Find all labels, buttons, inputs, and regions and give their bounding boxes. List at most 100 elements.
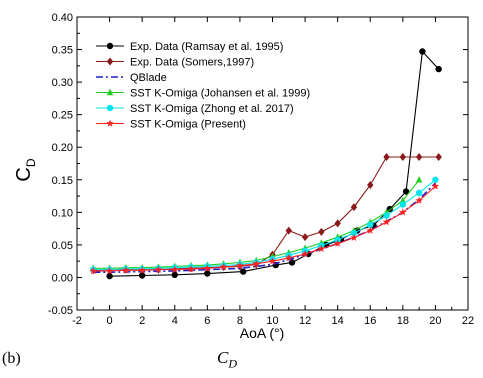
data-point xyxy=(122,266,130,274)
y-tick-label: 0.05 xyxy=(52,240,73,252)
data-point xyxy=(301,250,309,258)
x-tick-label: 22 xyxy=(462,315,474,327)
x-tick-label: 6 xyxy=(204,315,210,327)
legend-entry: Exp. Data (Ramsay et al. 1995) xyxy=(96,41,283,53)
legend-label: SST K-Omiga (Johansen et al. 1999) xyxy=(130,88,310,100)
data-point xyxy=(317,244,326,253)
y-tick-label: 0.35 xyxy=(52,45,73,57)
y-tick-label: -0.05 xyxy=(48,305,73,317)
data-point xyxy=(170,265,179,273)
data-point xyxy=(318,227,325,236)
data-point xyxy=(138,272,146,279)
data-point xyxy=(239,268,247,275)
data-point xyxy=(350,233,358,241)
x-tick-label: 0 xyxy=(107,315,113,327)
data-point xyxy=(402,188,410,195)
data-point xyxy=(435,65,442,73)
data-point xyxy=(367,221,374,228)
data-point xyxy=(334,219,341,228)
legend-label: QBlade xyxy=(130,72,167,84)
y-tick-label: 0.30 xyxy=(52,77,73,89)
data-point xyxy=(252,259,261,268)
x-tick-label: 4 xyxy=(172,315,178,327)
cd-chart: -2 0 2 4 6 8 10 12 14 16 18 20 22 -0.05 0.00 0.05 0.10 0.… xyxy=(13,12,474,341)
data-point xyxy=(89,266,98,275)
legend-entry: SST K-Omiga (Present) xyxy=(96,119,246,131)
x-tick-label: 8 xyxy=(237,315,243,327)
data-point xyxy=(366,226,375,234)
x-tick-label: 12 xyxy=(299,315,311,327)
y-axis-label: CD xyxy=(13,158,38,181)
data-point xyxy=(154,265,163,273)
legend-marker xyxy=(106,104,114,112)
legend-label: Exp. Data (Somers,1997) xyxy=(130,57,254,69)
data-point xyxy=(106,272,113,280)
x-tick-label: 10 xyxy=(266,315,278,327)
series-line xyxy=(109,50,440,277)
x-tick-label: 16 xyxy=(364,315,376,327)
y-tick-label: 0.25 xyxy=(52,110,73,122)
figure-label: (b) xyxy=(2,350,21,367)
y-tick-label: 0.00 xyxy=(52,272,73,284)
data-point xyxy=(203,264,212,272)
x-tick-label: 18 xyxy=(397,315,409,327)
data-point xyxy=(105,266,114,275)
y-tick-label: 0.20 xyxy=(52,142,73,154)
data-point xyxy=(415,189,423,196)
data-point xyxy=(382,218,391,226)
data-point xyxy=(204,270,211,277)
y-tick-label: 0.10 xyxy=(52,207,73,219)
data-point xyxy=(171,271,178,279)
data-point xyxy=(284,253,293,262)
data-point xyxy=(367,180,374,189)
data-point xyxy=(431,182,440,190)
data-point xyxy=(399,152,407,161)
series-layer xyxy=(89,48,442,280)
legend-marker xyxy=(106,88,114,96)
data-point xyxy=(187,264,195,273)
data-point xyxy=(399,208,407,216)
data-point xyxy=(432,176,439,183)
series-line xyxy=(93,185,436,272)
data-point xyxy=(415,176,423,183)
series-6 xyxy=(89,182,440,275)
x-tick-label: -2 xyxy=(72,315,82,327)
data-point xyxy=(419,48,426,55)
legend-label: SST K-Omiga (Zhong et al. 2017) xyxy=(130,103,294,115)
data-point xyxy=(399,196,407,204)
legend-marker xyxy=(106,42,114,50)
data-point xyxy=(383,152,390,161)
data-point xyxy=(415,152,423,161)
x-tick-label: 14 xyxy=(332,315,344,327)
plot-area: -2 0 2 4 6 8 10 12 14 16 18 20 22 -0.05 0.00 0.05 0.10 0.… xyxy=(48,12,474,327)
data-point xyxy=(236,261,244,269)
data-point xyxy=(333,239,342,247)
legend-label: SST K-Omiga (Present) xyxy=(130,119,246,131)
data-point xyxy=(268,257,277,265)
y-tick-label: 0.15 xyxy=(52,175,73,187)
data-point xyxy=(138,266,146,274)
data-point xyxy=(219,263,228,271)
legend-entry: Exp. Data (Somers,1997) xyxy=(96,57,254,69)
data-point xyxy=(285,226,292,235)
legend-label: Exp. Data (Ramsay et al. 1995) xyxy=(130,41,283,53)
legend-entry: QBlade xyxy=(96,72,167,84)
legend-marker xyxy=(106,119,114,127)
data-point xyxy=(383,212,390,219)
x-tick-label: 20 xyxy=(429,315,441,327)
data-point xyxy=(399,201,407,208)
x-axis-label: AoA (°) xyxy=(240,325,285,341)
data-point xyxy=(301,233,309,242)
data-point xyxy=(350,229,358,237)
figure-title: CD xyxy=(217,348,238,371)
series-line xyxy=(93,179,436,271)
data-point xyxy=(435,152,442,161)
data-point xyxy=(350,203,358,212)
legend-marker xyxy=(106,57,114,66)
x-tick-label: 2 xyxy=(139,315,145,327)
y-tick-label: 0.40 xyxy=(52,12,73,24)
legend: Exp. Data (Ramsay et al. 1995) Exp. Data … xyxy=(96,41,310,131)
legend-entry: SST K-Omiga (Johansen et al. 1999) xyxy=(96,88,310,100)
data-point xyxy=(415,196,423,204)
legend-entry: SST K-Omiga (Zhong et al. 2017) xyxy=(96,103,294,115)
